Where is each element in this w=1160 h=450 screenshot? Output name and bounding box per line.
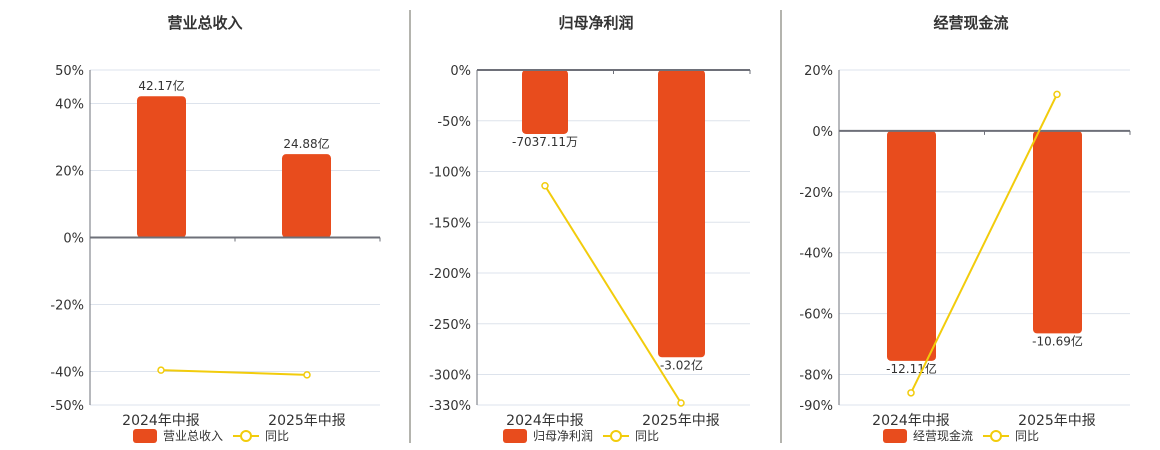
- yoy-line: [910, 93, 1058, 394]
- bar-value-label: -7037.11万: [512, 135, 578, 149]
- legend-bar-label[interactable]: 归母净利润: [533, 429, 594, 443]
- y-tick-label: -100%: [429, 166, 471, 181]
- y-tick-label: -40%: [50, 366, 84, 381]
- chart-title: 归母净利润: [558, 14, 634, 32]
- bar-value-label: 24.88亿: [283, 136, 329, 151]
- x-category-label: 2025年中报: [642, 413, 720, 429]
- y-tick-label: 40%: [55, 98, 84, 113]
- legend-line-swatch-icon[interactable]: [603, 429, 630, 443]
- y-tick-label: -200%: [429, 267, 471, 282]
- bar-value-label: -10.69亿: [1032, 333, 1083, 348]
- bar[interactable]: [658, 70, 705, 358]
- x-category-label: 2024年中报: [872, 413, 950, 429]
- legend-bar-swatch[interactable]: [503, 428, 527, 443]
- y-tick-label: -300%: [429, 369, 471, 384]
- x-category-label: 2024年中报: [506, 413, 584, 429]
- legend-line-swatch-icon[interactable]: [983, 429, 1010, 443]
- yoy-point[interactable]: [157, 366, 165, 374]
- legend-line-label[interactable]: 同比: [265, 429, 290, 443]
- chart-legend: 归母净利润 同比: [503, 427, 659, 444]
- bar-value-label: -12.11亿: [886, 361, 937, 376]
- y-tick-label: 0%: [812, 125, 833, 140]
- y-tick-label: -50%: [50, 399, 84, 414]
- panel-divider: [409, 10, 411, 443]
- legend-line-label[interactable]: 同比: [1015, 429, 1040, 443]
- y-tick-label: -330%: [429, 399, 471, 414]
- y-tick-label: -50%: [437, 115, 471, 130]
- chart-panel-cash-flow: 经营现金流 20% 0% -20% -40% -60% -80% -90% -12.11亿 -1…: [782, 0, 1160, 450]
- legend-bar-swatch[interactable]: [883, 428, 907, 443]
- yoy-point[interactable]: [541, 181, 549, 190]
- yoy-point[interactable]: [907, 389, 915, 397]
- x-category-label: 2024年中报: [122, 413, 200, 429]
- y-tick-label: -80%: [799, 369, 833, 384]
- y-tick-label: -20%: [799, 186, 833, 201]
- yoy-point[interactable]: [677, 399, 685, 407]
- bar[interactable]: [887, 130, 936, 361]
- chart-plot: 20% 0% -20% -40% -60% -80% -90% -12.11亿 -10.69亿 2…: [799, 64, 1131, 429]
- legend-bar-label[interactable]: 经营现金流: [913, 429, 974, 443]
- y-tick-label: 0%: [450, 64, 471, 79]
- chart-title: 经营现金流: [933, 14, 1009, 32]
- bar[interactable]: [522, 70, 568, 134]
- y-tick-label: -60%: [799, 308, 833, 323]
- legend-bar-swatch[interactable]: [133, 428, 157, 443]
- y-tick-label: 50%: [55, 64, 84, 79]
- y-tick-label: -250%: [429, 318, 471, 333]
- chart-legend: 经营现金流 同比: [883, 427, 1039, 444]
- y-tick-label: 20%: [804, 64, 833, 79]
- panel-divider: [780, 10, 782, 443]
- yoy-point[interactable]: [1053, 90, 1061, 99]
- yoy-line: [544, 185, 682, 404]
- x-category-label: 2025年中报: [268, 413, 346, 429]
- chart-plot: 50% 40% 20% 0% -20% -40% -50% 42.17亿 24.88亿 2024年…: [50, 64, 381, 429]
- bar[interactable]: [1033, 130, 1082, 334]
- yoy-point[interactable]: [303, 371, 311, 379]
- x-category-label: 2025年中报: [1018, 413, 1096, 429]
- bar-value-label: 42.17亿: [138, 78, 184, 93]
- yoy-line: [160, 369, 308, 376]
- legend-line-swatch-icon[interactable]: [233, 429, 260, 443]
- y-tick-label: -90%: [799, 399, 833, 414]
- chart-legend: 营业总收入 同比: [133, 427, 289, 444]
- bar[interactable]: [282, 154, 331, 238]
- legend-bar-label[interactable]: 营业总收入: [163, 429, 224, 443]
- y-tick-label: 20%: [55, 165, 84, 180]
- chart-plot: 0% -50% -100% -150% -200% -250% -300% -330% -703…: [429, 64, 751, 429]
- bar[interactable]: [137, 96, 186, 238]
- y-tick-label: 0%: [63, 232, 84, 247]
- legend-line-label[interactable]: 同比: [635, 429, 660, 443]
- bar-value-label: -3.02亿: [660, 357, 703, 372]
- chart-panel-revenue: 营业总收入 50% 40% 20% 0% -20% -40% -50% 42.17亿 24.88…: [0, 0, 410, 450]
- y-tick-label: -20%: [50, 299, 84, 314]
- chart-panel-net-profit: 归母净利润 0% -50% -100% -150% -200% -250% -300% -33…: [411, 0, 781, 450]
- chart-title: 营业总收入: [167, 14, 243, 32]
- y-tick-label: -150%: [429, 216, 471, 231]
- y-tick-label: -40%: [799, 247, 833, 262]
